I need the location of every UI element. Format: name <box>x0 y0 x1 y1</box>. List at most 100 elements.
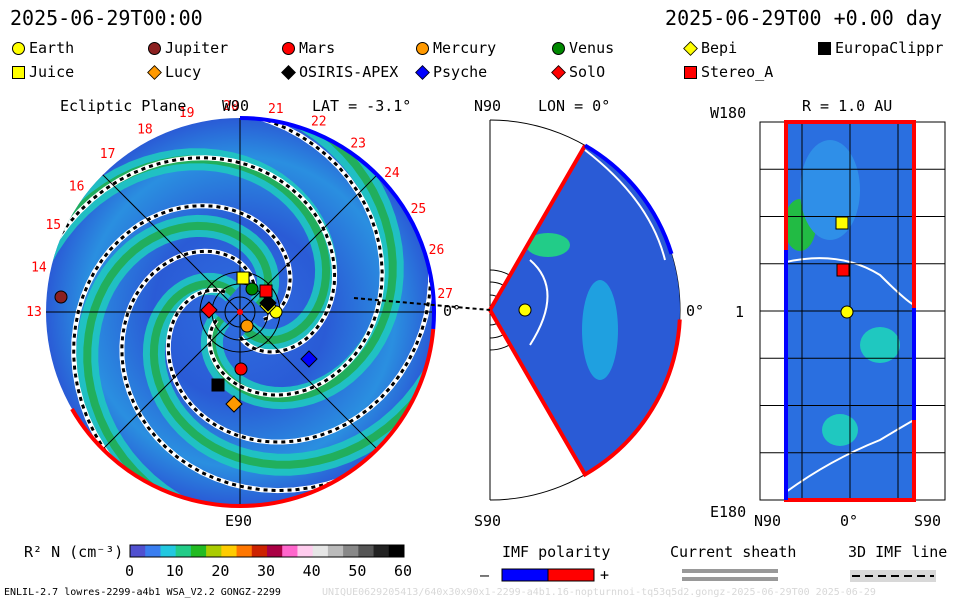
carrington-label: 21 <box>268 102 284 117</box>
earth-marker-meridional <box>518 303 532 317</box>
legend-label: Stereo_A <box>701 63 774 81</box>
legend-item-psyche: Psyche <box>415 63 488 81</box>
legend-label: Earth <box>29 39 75 57</box>
circle-icon <box>148 41 161 55</box>
circle-icon <box>416 41 429 55</box>
legend-item-stereo-a: Stereo_A <box>684 63 773 81</box>
legend-label: Juice <box>29 63 75 81</box>
radial-x-left: N90 <box>754 512 782 530</box>
meridional-bottom-label: S90 <box>474 512 502 530</box>
ecliptic-lat-label: LAT = -3.1° <box>312 97 412 115</box>
square-icon <box>12 65 25 79</box>
stereo-a-marker <box>259 284 273 298</box>
carrington-label: 22 <box>311 115 327 130</box>
carrington-label: 24 <box>384 166 400 181</box>
colorbar-tick: 20 <box>211 562 230 580</box>
carrington-label: 26 <box>429 243 445 258</box>
earth-marker-radial <box>840 305 854 319</box>
ecliptic-panel: 13 14 15 16 17 18 19 20 21 22 23 24 25 26 27 <box>26 99 453 508</box>
legend-item-juice: Juice <box>12 63 74 81</box>
legend-label: OSIRIS-APEX <box>299 63 399 81</box>
legend-label: Lucy <box>165 63 202 81</box>
mercury-marker <box>240 319 254 333</box>
ecliptic-top-label: W90 <box>222 97 250 115</box>
square-icon <box>684 65 697 79</box>
ecliptic-title: Ecliptic Plane <box>60 97 187 115</box>
legend-item-earth: Earth <box>12 39 74 57</box>
circle-icon <box>282 41 295 55</box>
circle-icon <box>12 41 25 55</box>
colorbar-tick: 40 <box>302 562 321 580</box>
solo-marker <box>200 301 218 319</box>
legend-label: Bepi <box>701 39 738 57</box>
osiris-apex-marker <box>259 294 277 312</box>
meridional-lon-label: LON = 0° <box>538 97 611 115</box>
time-right: 2025-06-29T00 +0.00 day <box>665 6 942 30</box>
legend-label: Jupiter <box>165 39 229 57</box>
legend-label: Venus <box>569 39 615 57</box>
meridional-panel <box>353 119 682 501</box>
colorbar-label: R² N (cm⁻³) <box>24 543 124 561</box>
legend-label: Psyche <box>433 63 488 81</box>
legend-label: Mercury <box>433 39 497 57</box>
footer-left: ENLIL-2.7 lowres-2299-a4b1 WSA_V2.2 GONG… <box>4 587 281 598</box>
radial-bottom-label: E180 <box>710 503 747 521</box>
mars-marker <box>234 362 248 376</box>
colorbar-tick: 60 <box>394 562 413 580</box>
circle-icon <box>552 41 565 55</box>
time-left: 2025-06-29T00:00 <box>10 6 203 30</box>
legend-item-solo: SolO <box>551 63 606 81</box>
carrington-label: 20 <box>223 99 239 114</box>
legend-item-bepi: Bepi <box>683 39 738 57</box>
footer-right: UNIQUE0629205413/640x30x90x1-2299-a4b1.1… <box>322 587 876 598</box>
legend-item-mercury: Mercury <box>416 39 496 57</box>
radial-mid-label: 1 <box>735 303 745 321</box>
lucy-marker <box>225 395 243 413</box>
carrington-label: 18 <box>137 122 153 137</box>
juice-marker <box>236 271 250 285</box>
imf-plus: + <box>600 566 610 584</box>
ecliptic-right-label: 0° <box>443 302 462 320</box>
radial-top-label: W180 <box>710 104 747 122</box>
carrington-label: 17 <box>100 147 116 162</box>
venus-marker <box>245 282 259 296</box>
psyche-marker <box>300 350 318 368</box>
density-colorbar <box>129 544 405 558</box>
meridional-right-label: 0° <box>686 302 705 320</box>
legend-item-venus: Venus <box>552 39 614 57</box>
imf3d-title: 3D IMF line <box>848 543 948 561</box>
square-icon <box>818 41 831 55</box>
carrington-label: 15 <box>45 218 61 233</box>
colorbar-tick: 0 <box>125 562 135 580</box>
radial-title: R = 1.0 AU <box>802 97 893 115</box>
imf-minus: – <box>480 566 490 584</box>
imf-title: IMF polarity <box>502 543 611 561</box>
colorbar-tick: 10 <box>165 562 184 580</box>
europaclippr-marker <box>211 378 225 392</box>
ecliptic-bottom-label: E90 <box>225 512 253 530</box>
carrington-label: 19 <box>179 106 195 121</box>
carrington-label: 14 <box>31 260 47 275</box>
legend-item-jupiter: Jupiter <box>148 39 228 57</box>
legend-label: Mars <box>299 39 336 57</box>
legend-item-osiris-apex: OSIRIS-APEX <box>281 63 399 81</box>
legend-item-lucy: Lucy <box>147 63 202 81</box>
carrington-label: 25 <box>411 202 427 217</box>
meridional-top-label: N90 <box>474 97 502 115</box>
legend-item-europaclippr: EuropaClippr <box>818 39 943 57</box>
legend-label: EuropaClippr <box>835 39 944 57</box>
stereo-a-marker-radial <box>836 263 850 277</box>
radial-map-panel <box>759 120 946 502</box>
carrington-label: 23 <box>350 136 366 151</box>
radial-x-mid: 0° <box>840 512 859 530</box>
carrington-label: 16 <box>69 180 85 195</box>
legend-label: SolO <box>569 63 606 81</box>
carrington-label: 13 <box>26 305 42 320</box>
sheath-title: Current sheath <box>670 543 797 561</box>
colorbar-tick: 50 <box>348 562 367 580</box>
colorbar-tick: 30 <box>257 562 276 580</box>
carrington-label: 27 <box>437 287 453 302</box>
legend-item-mars: Mars <box>282 39 335 57</box>
juice-marker-radial <box>835 216 849 230</box>
